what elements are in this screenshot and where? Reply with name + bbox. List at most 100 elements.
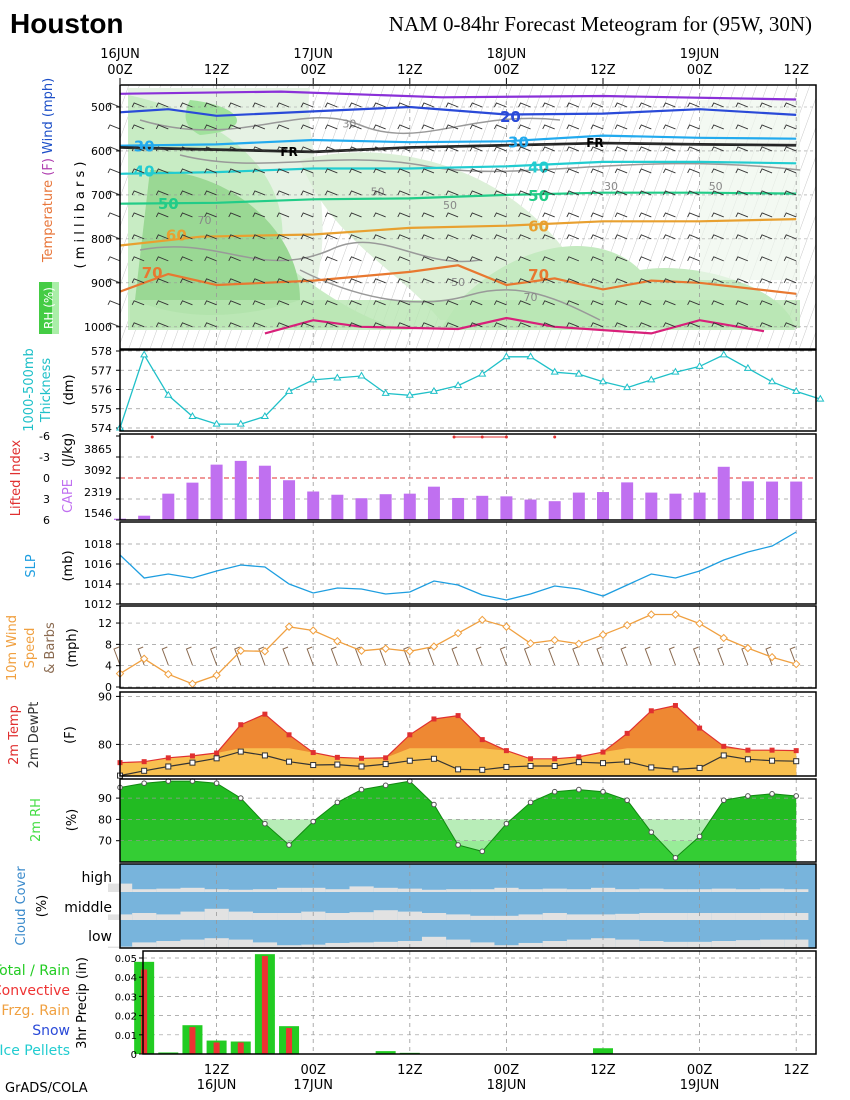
temp-point	[528, 756, 534, 762]
surface-wind-barb	[523, 646, 532, 666]
cape-unit: (J/kg)	[61, 433, 76, 467]
rh-point	[262, 820, 268, 827]
wind-barb	[711, 168, 724, 174]
wind-barb	[276, 256, 290, 262]
rh-point	[213, 780, 220, 786]
cape-bar	[669, 493, 682, 520]
surface-wind-barb	[330, 646, 338, 666]
wind-barb	[638, 212, 652, 218]
wind-barb	[324, 190, 338, 196]
cloud-high-block	[277, 887, 302, 892]
wind-barb	[759, 168, 773, 174]
isotherm-label: 30	[508, 133, 529, 151]
wind-barb	[687, 102, 700, 108]
dewpt-point	[624, 758, 631, 765]
rh-contour-label: 30	[604, 180, 618, 193]
time-tick-hour: 12Z	[397, 63, 423, 78]
wind-barb	[204, 256, 217, 262]
wind-barb	[735, 300, 749, 306]
wind-barb	[349, 212, 362, 218]
thickness-line	[119, 353, 821, 429]
cloud-high-block	[518, 889, 543, 892]
wind-barb	[373, 102, 386, 108]
wind-point	[164, 670, 173, 679]
wind-barb	[542, 102, 555, 108]
wind-barb	[566, 146, 580, 152]
wind-barb	[638, 234, 652, 240]
cape-bar	[162, 493, 175, 520]
thickness-point	[695, 361, 704, 369]
wind-point	[526, 639, 535, 648]
cloud-low-block	[591, 938, 616, 948]
wind-barb	[155, 124, 169, 130]
wind-barb	[735, 322, 749, 328]
surface-wind-barb	[572, 646, 580, 666]
isotherm-label: 70	[528, 266, 549, 284]
wind-barb	[228, 146, 241, 152]
freezing-label: FR	[280, 145, 297, 159]
wind-barb	[349, 278, 362, 284]
wind-barb	[252, 300, 266, 306]
surface-wind-barb	[306, 646, 314, 666]
wind-barb	[204, 300, 217, 306]
rh-point	[793, 793, 800, 799]
cape-label: CAPE	[61, 479, 76, 513]
rh-point	[141, 780, 147, 786]
wind-barb	[107, 124, 121, 130]
wind-barb	[590, 146, 604, 152]
cape-bar	[379, 494, 392, 520]
wind-barb	[276, 234, 290, 240]
surface-wind-barb	[765, 646, 773, 666]
wind-line	[119, 613, 797, 685]
time-tick-date: 17JUN	[293, 47, 333, 62]
wind-barb	[228, 278, 241, 284]
wind-barb	[252, 278, 266, 284]
wind-barb	[638, 190, 652, 196]
cloud-low-block	[252, 942, 278, 948]
cloud-low-block	[228, 939, 253, 948]
cape-bar	[693, 492, 706, 520]
wind-barb	[518, 124, 531, 130]
cloud-high-block	[252, 889, 278, 892]
wind-point	[405, 647, 415, 656]
wind-barb	[180, 300, 193, 306]
thickness-point	[164, 390, 173, 398]
temp-tick-label: 90	[98, 690, 112, 703]
cloud-low-block	[663, 941, 688, 948]
wind-barb	[397, 234, 410, 240]
thickness-point	[502, 352, 511, 360]
wind-barb	[228, 300, 241, 306]
rh-contour-label: 50	[443, 199, 457, 212]
wind-barb	[252, 146, 266, 152]
dewpt-label: 2m DewPt	[27, 702, 42, 769]
rh-contour-label: 30	[342, 117, 356, 130]
wind-barb	[566, 300, 580, 306]
wind-barb	[131, 146, 145, 152]
cloud-mid-block	[639, 913, 664, 920]
cloud-mid-block	[711, 913, 736, 920]
cloud-low-block	[180, 939, 205, 948]
wind-barb	[638, 322, 652, 328]
wind-point	[381, 644, 390, 653]
thickness-point	[260, 411, 269, 419]
surface-wind-barb	[499, 646, 507, 666]
precip-conv-bar	[261, 956, 268, 1054]
temp-point	[479, 737, 485, 743]
wind-barb	[107, 190, 121, 196]
isotherm-label: 60	[528, 218, 549, 236]
rh-point	[382, 782, 389, 789]
wind-barb	[493, 124, 507, 130]
wind-barb	[180, 212, 193, 218]
rh-legend-label: RH (%)	[42, 287, 56, 329]
precip-tick-label: 0.03	[115, 992, 137, 1003]
wind-barb	[542, 234, 555, 240]
temp-point	[334, 754, 340, 760]
cloud-mid-block	[277, 913, 302, 920]
wind-barb	[783, 124, 797, 130]
dewpt-point	[189, 759, 196, 766]
dewpt-point	[358, 763, 365, 770]
wind-barb	[493, 146, 507, 152]
precip-conv-bar	[213, 1042, 220, 1054]
wind-barb	[228, 190, 241, 196]
freezing-line	[119, 141, 797, 152]
